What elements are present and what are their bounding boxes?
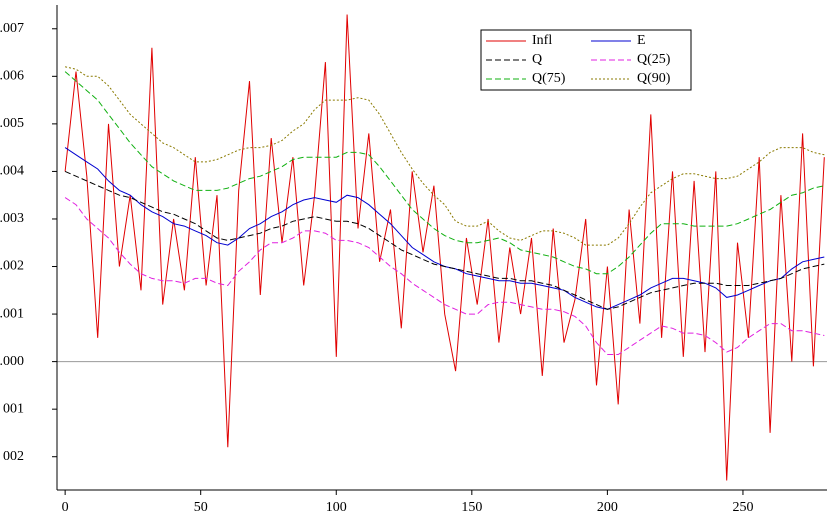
legend-label: Infl	[532, 33, 552, 48]
legend-label: E	[637, 33, 646, 48]
series-line	[64, 66, 825, 246]
series-line	[64, 197, 825, 355]
x-tick-label: 200	[597, 500, 618, 515]
legend-label: Q(25)	[637, 52, 671, 67]
series-line	[64, 14, 825, 481]
y-tick-label: .001	[0, 306, 24, 321]
x-tick-label: 50	[194, 500, 208, 515]
x-tick-label: 150	[461, 500, 482, 515]
y-tick-label: 002	[3, 449, 24, 464]
y-tick-label: .004	[0, 164, 24, 179]
legend-label: Q(75)	[532, 71, 566, 86]
x-tick-label: 250	[732, 500, 753, 515]
y-tick-label: 001	[3, 401, 24, 416]
y-tick-label: .002	[0, 259, 24, 274]
series-line	[64, 147, 825, 310]
x-tick-label: 100	[326, 500, 347, 515]
series-line	[64, 71, 825, 275]
y-tick-label: .005	[0, 116, 24, 131]
y-tick-label: .003	[0, 211, 24, 226]
y-tick-label: .007	[0, 21, 24, 36]
legend-label: Q(90)	[637, 71, 671, 86]
legend-label: Q	[532, 52, 542, 67]
y-tick-label: .000	[0, 354, 24, 369]
series-line	[64, 170, 825, 310]
x-tick-label: 0	[62, 500, 69, 515]
y-tick-label: .006	[0, 69, 24, 84]
